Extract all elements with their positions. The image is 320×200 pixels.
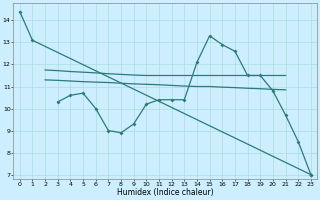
X-axis label: Humidex (Indice chaleur): Humidex (Indice chaleur) (117, 188, 214, 197)
